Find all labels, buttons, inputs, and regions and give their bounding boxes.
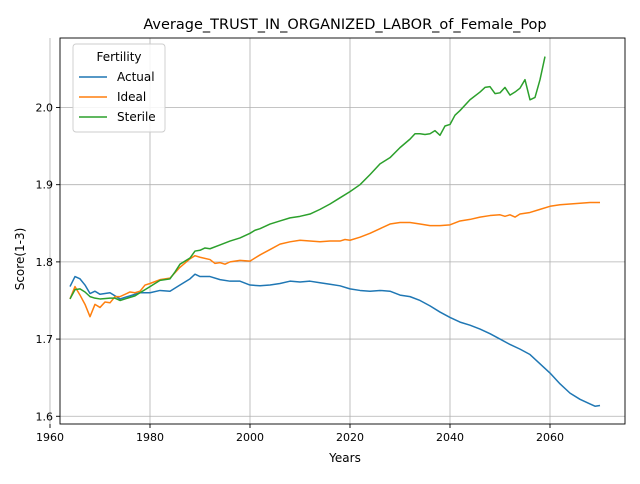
plot-area-frame <box>59 37 626 425</box>
y-tick-label: 1.8 <box>36 256 54 269</box>
series-line-ideal <box>69 201 600 318</box>
axis-ticks: 1960 1980 2000 2020 2040 2060 1.6 1.7 1.8 1.9 2.0 <box>36 101 565 444</box>
chart-title: Average_TRUST_IN_ORGANIZED_LABOR_of_Fema… <box>143 17 546 33</box>
x-axis-label: Years <box>328 451 361 465</box>
x-tick-label: 2040 <box>436 431 464 444</box>
legend-label-ideal: Ideal <box>117 90 146 104</box>
y-axis-label: Score(1-3) <box>13 228 27 291</box>
legend-label-actual: Actual <box>117 70 155 84</box>
legend-entries: Actual Ideal Sterile <box>79 70 156 124</box>
legend-label-sterile: Sterile <box>117 110 156 124</box>
x-tick-label: 2020 <box>336 431 364 444</box>
series-line-sterile <box>69 56 546 302</box>
y-tick-label: 1.9 <box>36 179 54 192</box>
x-tick-label: 1980 <box>136 431 164 444</box>
x-tick-label: 1960 <box>36 431 64 444</box>
legend-title: Fertility <box>96 50 141 64</box>
y-tick-label: 1.7 <box>36 333 54 346</box>
series-lines <box>69 56 601 407</box>
x-tick-label: 2060 <box>536 431 564 444</box>
series-line-actual <box>69 273 601 407</box>
y-tick-label: 2.0 <box>36 101 54 114</box>
legend-box <box>72 43 166 133</box>
y-tick-label: 1.6 <box>36 410 54 423</box>
x-tick-label: 2000 <box>236 431 264 444</box>
legend: Fertility Actual Ideal Sterile <box>72 43 166 133</box>
